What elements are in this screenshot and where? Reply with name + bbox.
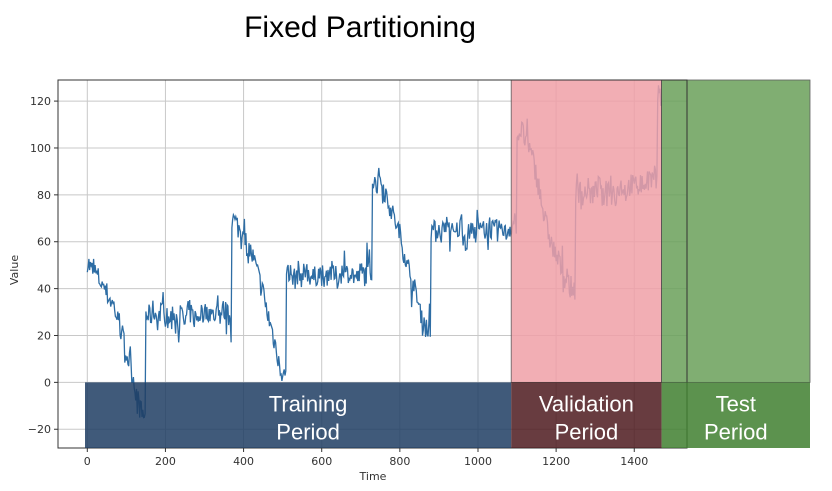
period-label-line1: Validation — [539, 391, 634, 416]
period-band — [85, 382, 512, 448]
y-tick-label: 100 — [30, 142, 51, 155]
y-tick-label: 60 — [37, 236, 51, 249]
x-tick-label: 1200 — [542, 455, 570, 468]
x-tick-label: 800 — [389, 455, 410, 468]
y-tick-label: 120 — [30, 95, 51, 108]
period-label-line2: Period — [704, 419, 768, 444]
period-bands: Training Period Validation Period Test Period — [85, 382, 810, 448]
x-tick-label: 1400 — [620, 455, 648, 468]
period-band — [661, 382, 810, 448]
y-tick-label: 0 — [44, 376, 51, 389]
y-axis-label: Value — [8, 255, 21, 285]
x-tick-label: 0 — [84, 455, 91, 468]
y-tick-label: 80 — [37, 189, 51, 202]
y-tick-label: −20 — [28, 423, 51, 436]
period-label-line1: Test — [716, 391, 756, 416]
period-band — [511, 382, 662, 448]
period-region — [661, 79, 811, 383]
ticks: 0 200 400 600 800 1000 1200 1400 −20 0 20 40 60 80 100… — [28, 95, 648, 468]
y-tick-label: 20 — [37, 329, 51, 342]
x-tick-label: 400 — [233, 455, 254, 468]
x-axis-label: Time — [359, 470, 387, 483]
x-tick-label: 200 — [155, 455, 176, 468]
period-label-line1: Training — [269, 391, 348, 416]
period-region — [510, 79, 663, 383]
period-label-line2: Period — [555, 419, 619, 444]
period-regions — [510, 79, 811, 383]
y-tick-label: 40 — [37, 283, 51, 296]
x-tick-label: 600 — [311, 455, 332, 468]
x-tick-label: 1000 — [464, 455, 492, 468]
chart-title: Fixed Partitioning — [244, 11, 476, 44]
period-label-line2: Period — [276, 419, 340, 444]
